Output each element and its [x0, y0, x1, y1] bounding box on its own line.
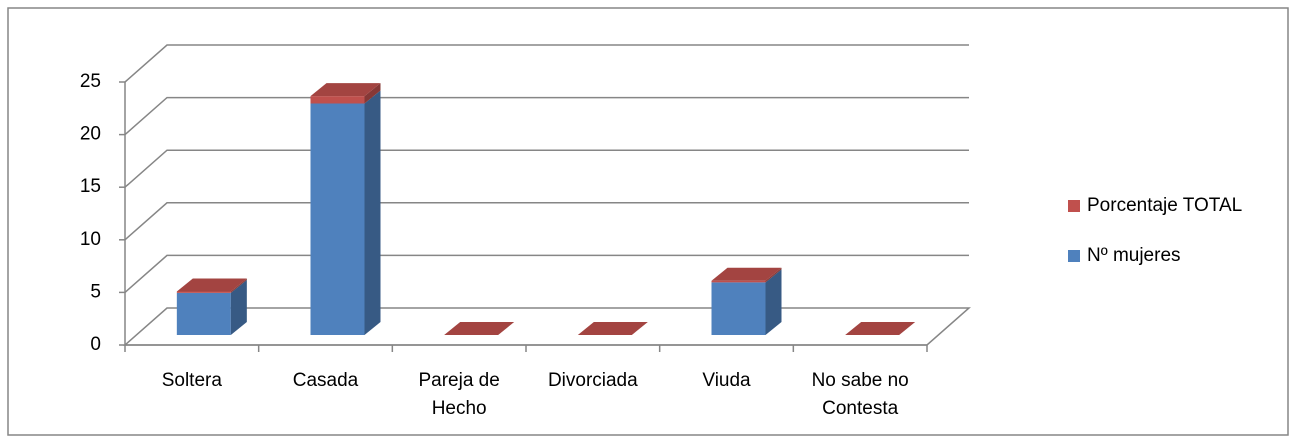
y-tick-label: 0 — [90, 334, 101, 355]
bar-top — [310, 83, 381, 97]
bar-top — [711, 267, 782, 281]
bar-side — [765, 269, 782, 335]
bar-side — [230, 279, 247, 335]
bar-front — [310, 103, 365, 335]
x-tick-label: Viuda — [702, 370, 751, 391]
legend-swatch — [1068, 200, 1080, 212]
legend-label: Porcentaje TOTAL — [1087, 195, 1242, 216]
x-tick-label: Casada — [293, 370, 359, 391]
bar-segment — [310, 83, 381, 104]
y-tick-label: 5 — [90, 281, 101, 302]
bar-side — [765, 267, 782, 283]
y-tick-label: 20 — [80, 124, 101, 145]
x-tick-label: Soltera — [162, 370, 223, 391]
bar-segment — [176, 279, 247, 335]
bar-top — [845, 322, 916, 335]
bar-segment — [444, 322, 515, 335]
grid-line — [124, 96, 969, 136]
bar-side — [364, 83, 381, 104]
bar-segment — [711, 269, 782, 335]
bar-segment — [845, 322, 916, 335]
bar-side — [230, 278, 247, 293]
grid-line — [124, 44, 969, 83]
chart-border — [7, 7, 1289, 436]
bar-segment — [711, 267, 782, 283]
bar-top — [577, 322, 648, 335]
x-tick-label: No sabe no Contesta — [812, 370, 909, 419]
bar-segment — [577, 322, 648, 335]
x-tick-label: Pareja de Hecho — [418, 370, 499, 419]
bar-segment — [310, 90, 381, 335]
legend-label: Nº mujeres — [1087, 245, 1181, 266]
grid-line — [124, 254, 969, 293]
y-tick-label: 25 — [80, 71, 101, 92]
bar-front — [176, 292, 231, 335]
grid-line — [124, 202, 969, 241]
grid-line — [124, 149, 969, 188]
y-tick-label: 10 — [80, 229, 101, 250]
bar-top — [176, 278, 247, 292]
bar-front — [711, 282, 766, 335]
y-tick-label: 15 — [80, 176, 101, 197]
bar-segment — [176, 278, 247, 293]
legend-swatch — [1068, 250, 1080, 262]
bar-side — [364, 90, 381, 335]
x-tick-label: Divorciada — [548, 370, 638, 391]
bar-front — [176, 291, 231, 293]
bar-front — [711, 280, 766, 283]
bar-front — [310, 96, 365, 104]
bar-top — [444, 322, 515, 335]
